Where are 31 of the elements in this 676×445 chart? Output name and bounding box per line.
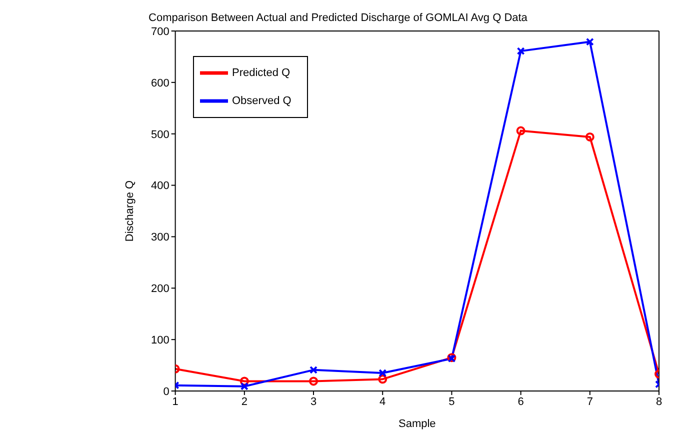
y-tick-label: 700 bbox=[150, 26, 170, 38]
point bbox=[310, 366, 318, 374]
y-tick-label: 600 bbox=[150, 77, 170, 90]
point bbox=[240, 382, 248, 390]
chart-title: Comparison Between Actual and Predicted Discharge of GOMLAI Avg Q Data bbox=[148, 12, 528, 24]
point bbox=[585, 132, 594, 142]
point bbox=[378, 369, 387, 377]
x-tick-label: 7 bbox=[586, 396, 593, 408]
y-tick-label: 0 bbox=[163, 386, 170, 398]
point bbox=[516, 47, 525, 56]
x-tick-label: 4 bbox=[380, 396, 386, 408]
y-tick-label: 500 bbox=[150, 128, 170, 141]
point bbox=[586, 38, 594, 46]
y-tick-label: 400 bbox=[150, 180, 170, 192]
point bbox=[309, 376, 318, 386]
y-tick-label: 300 bbox=[150, 232, 170, 244]
legend-label: Predicted Q bbox=[232, 66, 290, 79]
x-tick-label: 3 bbox=[310, 396, 317, 408]
x-axis-title: Sample bbox=[398, 418, 436, 430]
y-tick-label: 100 bbox=[150, 334, 170, 346]
x-tick-label: 2 bbox=[241, 396, 248, 408]
x-tick-label: 1 bbox=[172, 396, 178, 408]
x-tick-label: 6 bbox=[518, 396, 524, 408]
point bbox=[378, 374, 388, 384]
y-tick-label: 200 bbox=[150, 283, 170, 296]
point bbox=[516, 126, 526, 136]
point bbox=[240, 376, 249, 386]
legend-label: Observed Q bbox=[232, 94, 292, 107]
x-tick-label: 8 bbox=[656, 396, 662, 408]
x-tick-label: 5 bbox=[448, 396, 455, 408]
y-axis-title: Discharge Q bbox=[124, 180, 136, 242]
